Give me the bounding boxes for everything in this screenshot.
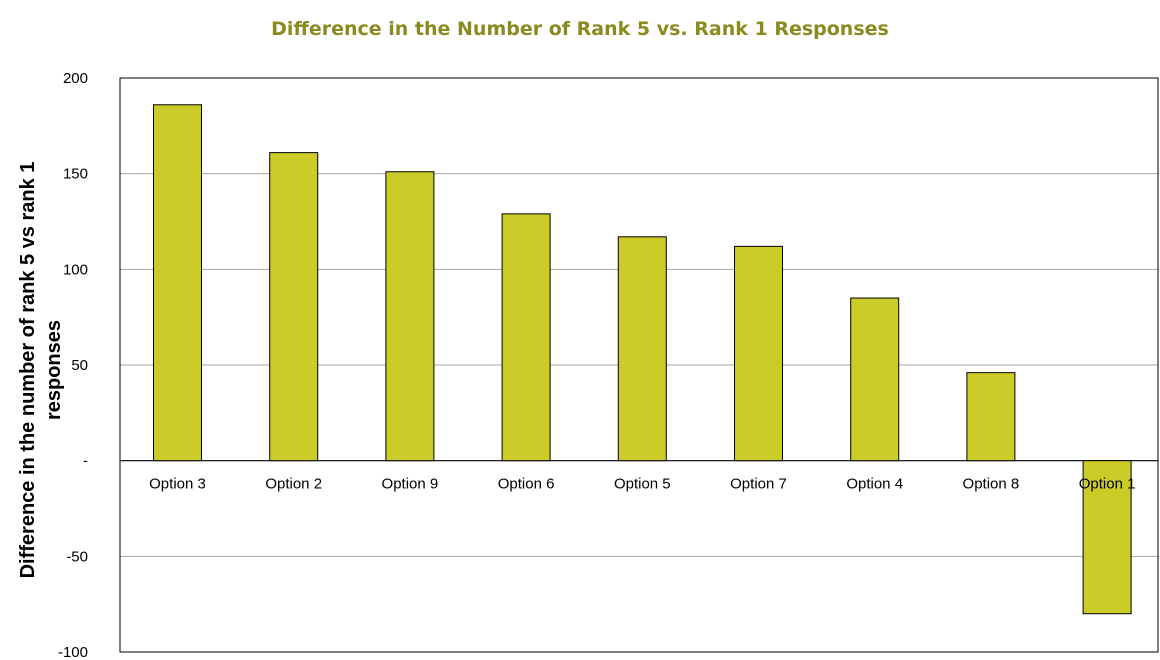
category-label: Option 1	[1079, 476, 1136, 493]
category-label: Option 3	[149, 476, 206, 493]
y-tick-label: 50	[71, 357, 88, 374]
bar-option-6	[501, 213, 551, 462]
bar-option-3	[153, 104, 202, 462]
category-label: Option 5	[614, 476, 671, 493]
y-tick-label: 150	[63, 166, 88, 183]
category-label: Option 2	[265, 476, 322, 493]
bar-option-1	[1082, 460, 1132, 615]
y-tick-label: 100	[63, 261, 88, 278]
bar-option-7	[734, 245, 783, 462]
category-label: Option 6	[498, 476, 555, 493]
bar-option-4	[850, 297, 900, 462]
category-label: Option 7	[730, 476, 787, 493]
y-tick-label: -50	[66, 548, 88, 565]
category-label: Option 8	[963, 476, 1020, 493]
y-tick-label: -	[83, 453, 88, 470]
bars	[153, 104, 1132, 615]
category-label: Option 9	[382, 476, 439, 493]
category-labels: Option 3 Option 2 Option 9 Option 6 Option 5…	[149, 476, 1135, 493]
y-tick-label: -100	[58, 644, 88, 660]
bar-option-2	[269, 152, 319, 462]
y-tick-label: 200	[63, 70, 88, 87]
category-label: Option 4	[846, 476, 903, 493]
plot-area-frame	[119, 77, 1159, 653]
y-axis-title: Difference in the number of rank 5 vs ra…	[17, 162, 65, 579]
bar-option-8	[966, 372, 1016, 462]
bar-option-5	[617, 236, 667, 462]
chart-title: Difference in the Number of Rank 5 vs. R…	[271, 18, 889, 40]
bar-option-9	[385, 171, 435, 462]
